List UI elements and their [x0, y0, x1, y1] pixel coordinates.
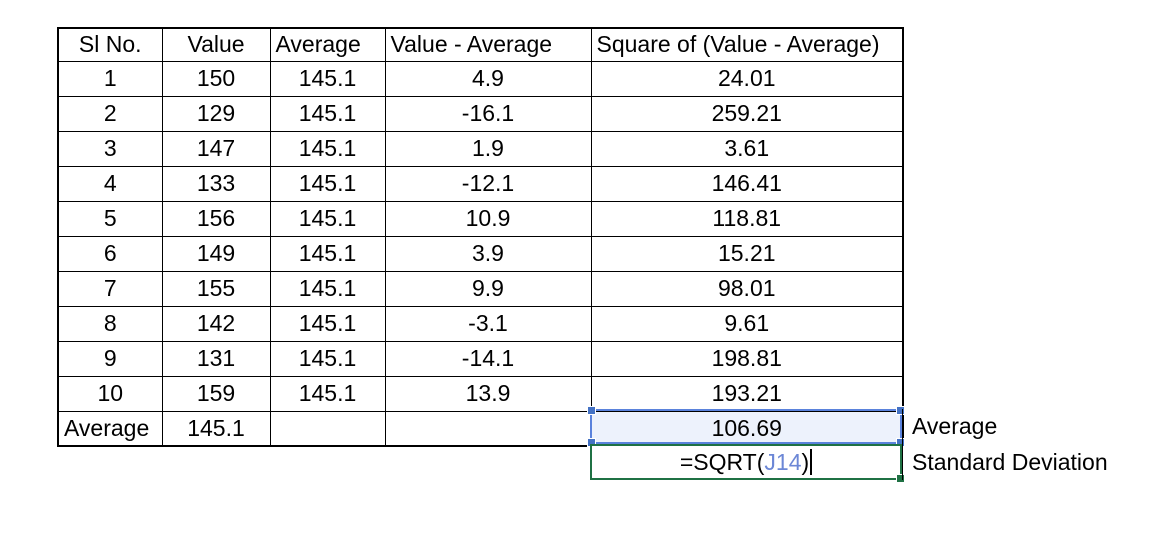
cell-average[interactable]: 145.1 — [269, 340, 386, 377]
formula-text: ) — [801, 448, 810, 475]
cell-sl[interactable]: 7 — [57, 270, 163, 307]
table-row: 8 142 145.1 -3.1 9.61 — [57, 305, 904, 342]
cell-value[interactable]: 147 — [161, 130, 271, 167]
cell-sl[interactable]: 1 — [57, 60, 163, 97]
cell-average[interactable]: 145.1 — [269, 375, 386, 412]
table-row: 5 156 145.1 10.9 118.81 — [57, 200, 904, 237]
cell-sl[interactable]: 9 — [57, 340, 163, 377]
cell-square[interactable]: 15.21 — [590, 235, 904, 272]
cell-value[interactable]: 129 — [161, 95, 271, 132]
formula-text: =SQRT( — [679, 448, 765, 475]
table-row: 4 133 145.1 -12.1 146.41 — [57, 165, 904, 202]
average-row-label[interactable]: Average — [57, 410, 163, 447]
cell-value[interactable]: 155 — [161, 270, 271, 307]
cell-average[interactable]: 145.1 — [269, 270, 386, 307]
header-cell-value[interactable]: Value — [161, 27, 271, 62]
referenced-cell-j14[interactable]: 106.69 — [590, 410, 904, 447]
cell-diff[interactable]: -16.1 — [384, 95, 592, 132]
cell-square[interactable]: 193.21 — [590, 375, 904, 412]
cell-value[interactable]: 150 — [161, 60, 271, 97]
average-row-value[interactable]: 145.1 — [161, 410, 271, 447]
fill-handle[interactable] — [896, 474, 905, 483]
cell-square[interactable]: 98.01 — [590, 270, 904, 307]
cell-sl[interactable]: 6 — [57, 235, 163, 272]
cell-diff[interactable]: 10.9 — [384, 200, 592, 237]
cell-square[interactable]: 9.61 — [590, 305, 904, 342]
table-row: 10 159 145.1 13.9 193.21 — [57, 375, 904, 412]
cell-diff[interactable]: 1.9 — [384, 130, 592, 167]
cell-diff[interactable]: 13.9 — [384, 375, 592, 412]
header-cell-square[interactable]: Square of (Value - Average) — [590, 27, 904, 62]
table-row: 3 147 145.1 1.9 3.61 — [57, 130, 904, 167]
header-row: Sl No. Value Average Value - Average Squ… — [57, 27, 904, 62]
cell-diff[interactable]: -14.1 — [384, 340, 592, 377]
average-row: Average 145.1 106.69 — [57, 410, 904, 447]
stddev-table: Sl No. Value Average Value - Average Squ… — [57, 27, 904, 447]
cell-average[interactable]: 145.1 — [269, 95, 386, 132]
cell-average[interactable]: 145.1 — [269, 235, 386, 272]
cell-value[interactable]: 156 — [161, 200, 271, 237]
cell-square[interactable]: 3.61 — [590, 130, 904, 167]
header-cell-diff[interactable]: Value - Average — [384, 27, 592, 62]
cell-sl[interactable]: 2 — [57, 95, 163, 132]
cell-average[interactable]: 145.1 — [269, 60, 386, 97]
cell-average[interactable]: 145.1 — [269, 305, 386, 342]
cell-square[interactable]: 259.21 — [590, 95, 904, 132]
cell-square[interactable]: 146.41 — [590, 165, 904, 202]
cell-value[interactable]: 159 — [161, 375, 271, 412]
formula-cell-reference: J14 — [764, 448, 802, 475]
cell-diff[interactable]: 4.9 — [384, 60, 592, 97]
average-annotation-cell[interactable]: Average — [902, 409, 997, 444]
table-row: 1 150 145.1 4.9 24.01 — [57, 60, 904, 97]
cell-sl[interactable]: 5 — [57, 200, 163, 237]
cell-value[interactable]: 149 — [161, 235, 271, 272]
cell-diff[interactable]: -12.1 — [384, 165, 592, 202]
cell-value[interactable]: 133 — [161, 165, 271, 202]
cell-sl[interactable]: 4 — [57, 165, 163, 202]
cell-square[interactable]: 24.01 — [590, 60, 904, 97]
table-row: 6 149 145.1 3.9 15.21 — [57, 235, 904, 272]
table-row: 2 129 145.1 -16.1 259.21 — [57, 95, 904, 132]
cell-value[interactable]: 131 — [161, 340, 271, 377]
formula-edit-cell[interactable]: =SQRT(J14) — [590, 444, 905, 483]
header-cell-average[interactable]: Average — [269, 27, 386, 62]
average-row-empty-cell[interactable] — [269, 410, 386, 447]
table-row: 9 131 145.1 -14.1 198.81 — [57, 340, 904, 377]
cell-average[interactable]: 145.1 — [269, 165, 386, 202]
cell-sl[interactable]: 8 — [57, 305, 163, 342]
cell-diff[interactable]: 9.9 — [384, 270, 592, 307]
cell-square[interactable]: 198.81 — [590, 340, 904, 377]
table-row: 7 155 145.1 9.9 98.01 — [57, 270, 904, 307]
cell-average[interactable]: 145.1 — [269, 200, 386, 237]
cell-sl[interactable]: 3 — [57, 130, 163, 167]
cell-value[interactable]: 142 — [161, 305, 271, 342]
cell-diff[interactable]: 3.9 — [384, 235, 592, 272]
cell-average[interactable]: 145.1 — [269, 130, 386, 167]
cell-diff[interactable]: -3.1 — [384, 305, 592, 342]
text-cursor — [810, 449, 813, 475]
stddev-annotation-cell[interactable]: Standard Deviation — [902, 444, 1108, 480]
header-cell-sl-no[interactable]: Sl No. — [57, 27, 163, 62]
average-row-empty-cell[interactable] — [384, 410, 592, 447]
cell-sl[interactable]: 10 — [57, 375, 163, 412]
cell-square[interactable]: 118.81 — [590, 200, 904, 237]
